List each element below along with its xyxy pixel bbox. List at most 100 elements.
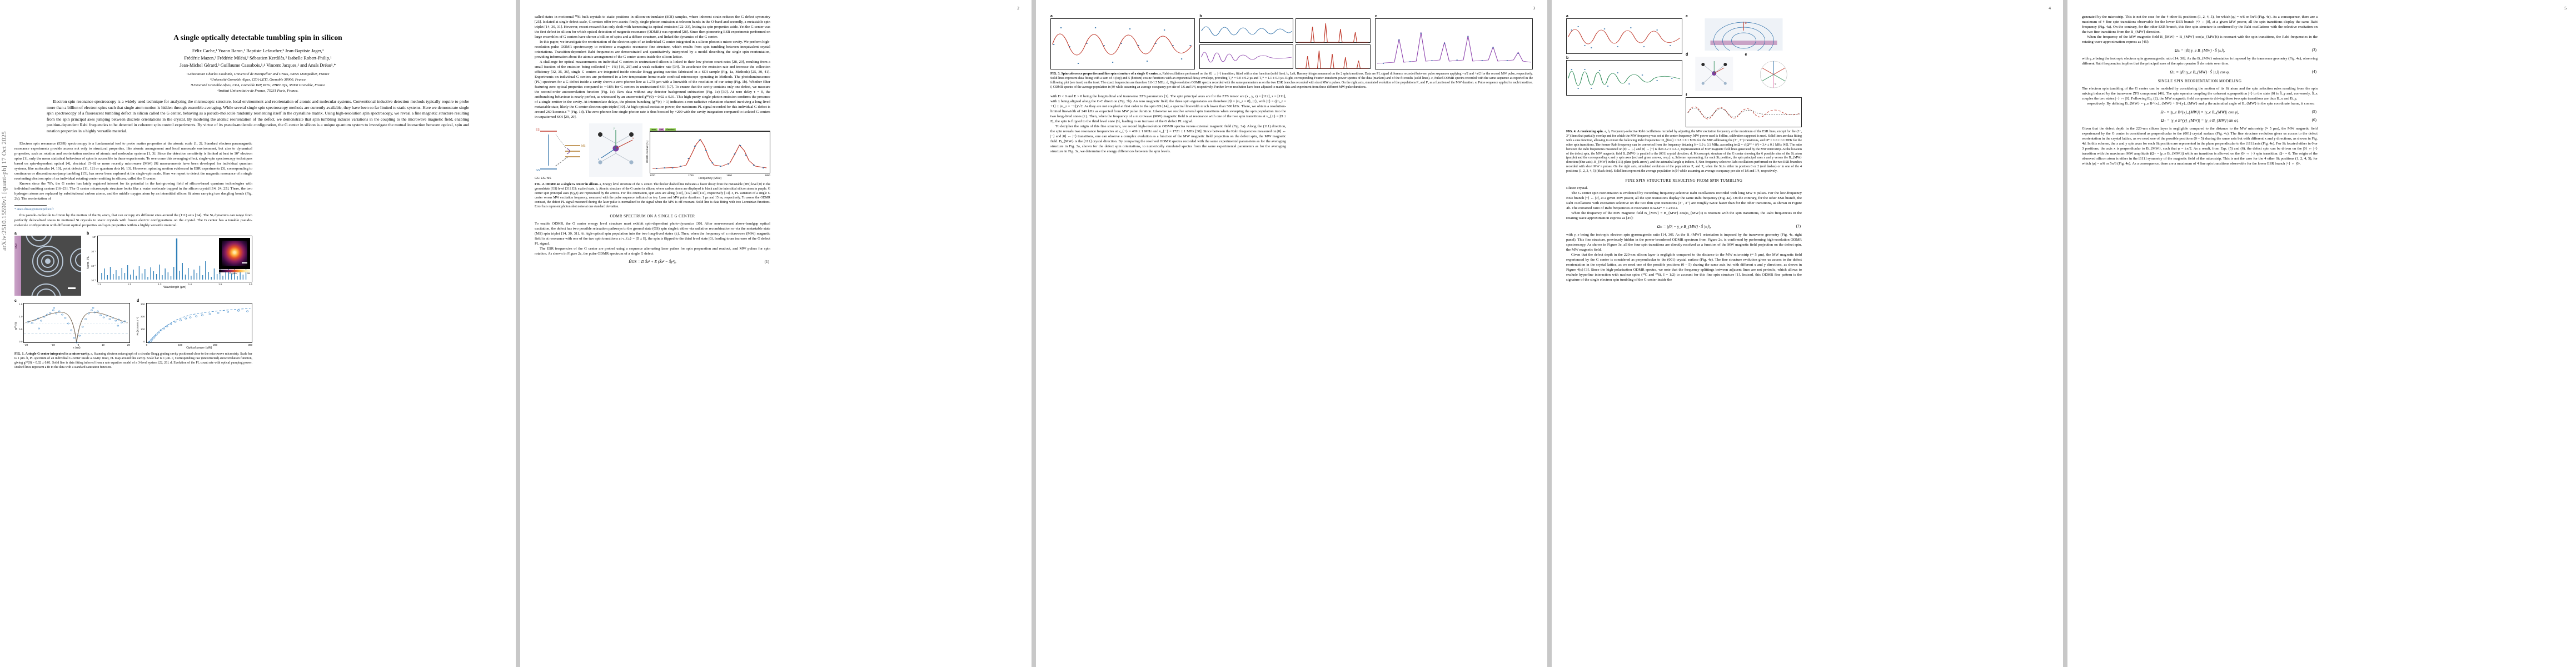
- panel-label-d: d: [1686, 53, 1688, 57]
- figure-4-title: A reorienting spin.: [1577, 130, 1604, 133]
- x-tick: 1.2: [127, 282, 131, 286]
- svg-text:MS: MS: [581, 145, 586, 148]
- paragraph: Given that the defect depth in the 220-n…: [1566, 253, 1802, 282]
- panel-label-b: b: [1566, 56, 1569, 60]
- figure-1: a MW: [14, 232, 252, 370]
- paragraph: Given that the defect depth in the 220-n…: [2082, 127, 2318, 166]
- colorbar-max: 250: [246, 272, 250, 275]
- pulse-sequence-strip: Laser MW Readout: [650, 123, 770, 132]
- figure-1-label: FIG. 1.: [14, 352, 24, 356]
- x-tick: 10: [101, 343, 105, 346]
- x-tick: 0: [77, 343, 79, 346]
- x-tick: 1700: [650, 174, 655, 177]
- pl-spectrum-plot: 0 PL (kc/s) 250: [97, 235, 252, 282]
- gs-label: GS: [535, 177, 539, 181]
- page-5: 5 generated by the microstrip. This is n…: [2067, 0, 2576, 667]
- figure-2: ES GS MS GS / ES / MS: [535, 123, 770, 209]
- paragraph: The ESR frequencies of the G center are …: [535, 246, 770, 256]
- high-res-odmr-trace: [1377, 32, 1531, 64]
- g2-trace: [24, 307, 129, 344]
- x-tick: −20: [23, 343, 28, 346]
- pulse-readout-label: Readout: [665, 128, 676, 131]
- x-tick: −10: [50, 343, 55, 346]
- figure-1-panel-c: c g⁽²⁾(τ) 1.5 1.0 0.5 0.0: [14, 299, 130, 350]
- panel-label-b: b: [1199, 14, 1202, 18]
- axis-label-x: τ (ns): [73, 346, 81, 350]
- mw-label: MW: [15, 243, 18, 248]
- saturation-plot: [146, 302, 252, 344]
- x-tick: 1850: [765, 174, 770, 177]
- equation-3-number: (3): [2311, 48, 2316, 53]
- x-tick: 200: [213, 343, 218, 346]
- author-line: Jean-Michel Gérard,³ Guillaume Cassabois…: [180, 62, 336, 68]
- x-tick: 1750: [688, 174, 694, 177]
- figure-2-title: ODMR on a single G center in silicon.: [545, 183, 599, 187]
- paragraph: To enable ODMR, the G center energy leve…: [535, 221, 770, 246]
- figure-3: a: [1050, 14, 1533, 90]
- page-number: 4: [2049, 6, 2051, 11]
- page-1: arXiv:2510.15590v1 [quant-ph] 17 Oct 202…: [0, 0, 516, 667]
- level-labels: GS / ES / MS: [535, 177, 551, 181]
- figure-2-label: FIG. 2.: [535, 183, 545, 187]
- y-tick: 0: [143, 340, 145, 343]
- page-5-columns: generated by the microstrip. This is not…: [2082, 14, 2564, 645]
- paragraph: When the frequency of the MW magnetic fi…: [2082, 35, 2318, 44]
- axis-label-x: Optical power (µW): [186, 346, 212, 350]
- y-tick: 100: [141, 327, 145, 331]
- figure-2-panel-c: ODMR contrast (%) Laser MW Readout: [646, 123, 770, 180]
- bragg-ring: [37, 250, 59, 272]
- scale-bar: [68, 287, 76, 289]
- pl-spectrum-trace: [101, 238, 247, 280]
- inset-scale-bar: [242, 262, 247, 263]
- fft-trace-bottom: [1297, 50, 1369, 69]
- figure-1-title: A single G center integrated in a micro-…: [25, 352, 90, 356]
- equation-3-body: Ω± = |⟨0| γ_e B_{MW} · Ŝ |±⟩|,: [2174, 48, 2225, 53]
- odmr-spectrum-plot: [650, 131, 770, 174]
- rabi-high-branch-plot: [1566, 60, 1682, 96]
- y-tick: 0.0: [19, 340, 23, 343]
- microstrip-band: [14, 235, 21, 296]
- figure-3-panel-b: b: [1199, 14, 1371, 69]
- high-res-odmr-plot: [1375, 18, 1533, 69]
- page-1-columns: Electron spin resonance (ESR) spectrosco…: [14, 141, 501, 498]
- equation-6-number: (6): [2311, 118, 2316, 123]
- affiliation: ⁴Institut Universitaire de France, 75231…: [217, 88, 298, 93]
- panel-label-b: b: [87, 231, 89, 236]
- panel-label-c: c: [1375, 14, 1377, 18]
- page-4-columns: a b: [1566, 14, 2049, 645]
- figure-3-panel-c: c: [1375, 14, 1533, 69]
- paragraph: When the frequency of the MW magnetic fi…: [1566, 211, 1802, 221]
- y-tick: 300: [141, 302, 145, 306]
- es-label: ES: [541, 177, 545, 181]
- bragg-core: [45, 258, 51, 264]
- x-tick: 100: [178, 343, 183, 346]
- bragg-ring: [32, 245, 63, 277]
- y-tick: 0.5: [19, 327, 23, 331]
- rabi-trace: [1052, 27, 1192, 64]
- equation-4-number: (4): [2311, 69, 2316, 74]
- equation-5: Ω₋ = |γ_e B^{x}_{MW}| = |γ_e B_{MW}| cos…: [2082, 109, 2318, 115]
- paragraph: called states in motionnal ⁸⁸Si bulk cry…: [535, 15, 770, 39]
- bragg-ring: [41, 254, 54, 268]
- paragraph: The G center spin reorientation is evide…: [1566, 191, 1802, 211]
- section-heading: FINE SPIN STRUCTURE RESULTING FROM SPIN …: [1625, 179, 1743, 183]
- ramsey-plot-bottom: [1199, 44, 1293, 69]
- equation-2: Ω± = |⟨0| − γ_e B_{MW} · Ŝ |±⟩|, (2): [1566, 224, 1802, 229]
- figure-1-caption: FIG. 1. A single G center integrated in …: [14, 352, 252, 370]
- panel-label-f: f: [1686, 93, 1687, 97]
- y-tick: 10⁻³: [91, 278, 97, 282]
- panel-label-a: a: [14, 231, 17, 236]
- paragraph: this pseudo-molecule is driven by the mo…: [14, 213, 252, 227]
- paragraph: Electron spin resonance (ESR) spectrosco…: [14, 141, 252, 181]
- affiliation-list: ¹Laboratoire Charles Coulomb, Université…: [37, 72, 479, 94]
- pulse-laser-label: Laser: [650, 128, 657, 131]
- equation-1-body: ĤGS = D Ŝz² + E (Ŝx² − Ŝy²),: [629, 259, 676, 264]
- figure-4-caption-text: a, b, Frequency-selective Rabi oscillati…: [1566, 130, 1802, 173]
- paragraph: The electron spin tumbling of the G cent…: [2082, 87, 2318, 101]
- figure-4-panels-cde: c B: [1686, 14, 1802, 127]
- x-tick: 20: [127, 343, 130, 346]
- axis-label-x: Frequency (MHz): [698, 177, 722, 181]
- g-center-structure: x y z: [589, 123, 642, 177]
- equation-2-body: Ω± = |⟨0| − γ_e B_{MW} · Ŝ |±⟩|,: [1657, 225, 1711, 230]
